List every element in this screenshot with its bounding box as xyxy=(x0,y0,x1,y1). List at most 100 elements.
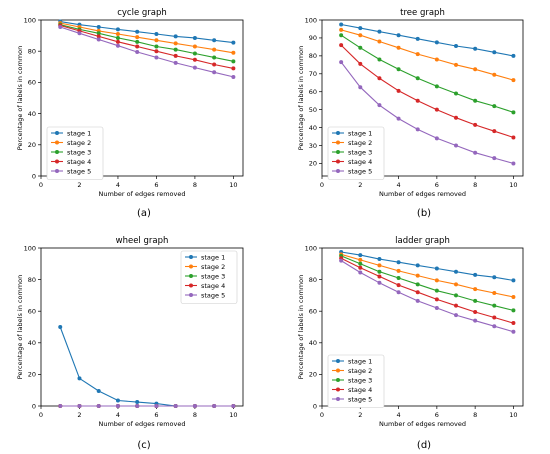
y-tick-label: 100 xyxy=(24,16,36,24)
data-point xyxy=(339,258,344,263)
x-tick-label: 4 xyxy=(116,411,120,419)
data-point xyxy=(135,400,140,405)
x-tick-label: 4 xyxy=(397,181,401,189)
data-point xyxy=(377,39,382,44)
data-point xyxy=(415,36,420,41)
legend-box xyxy=(327,126,385,180)
data-point xyxy=(377,29,382,34)
data-point xyxy=(96,25,101,30)
data-point xyxy=(358,261,363,266)
data-point xyxy=(396,283,401,288)
y-axis-label: Percentage of labels in common xyxy=(16,46,24,150)
data-point xyxy=(231,59,236,64)
data-point xyxy=(415,98,420,103)
data-point xyxy=(115,32,120,37)
legend-swatch-marker xyxy=(189,283,193,288)
data-point xyxy=(473,122,478,127)
data-point xyxy=(358,45,363,50)
legend-label: stage 2 xyxy=(348,367,372,375)
data-point xyxy=(415,76,420,81)
data-point xyxy=(415,290,420,295)
data-point xyxy=(511,135,516,140)
y-axis-label: Percentage of labels in common xyxy=(16,275,24,379)
y-tick-label: 60 xyxy=(309,308,317,316)
data-point xyxy=(358,253,363,258)
legend-label: stage 4 xyxy=(348,158,372,166)
x-tick-label: 0 xyxy=(320,411,324,419)
legend-swatch-marker xyxy=(336,140,340,145)
legend-label: stage 1 xyxy=(201,253,225,261)
data-point xyxy=(358,33,363,38)
data-point xyxy=(358,257,363,262)
series-line-3 xyxy=(60,24,234,62)
data-point xyxy=(415,263,420,268)
x-axis-label: Number of edges removed xyxy=(379,420,466,428)
subfigure-caption: (b) xyxy=(417,208,431,219)
data-point xyxy=(358,61,363,66)
data-point xyxy=(511,161,516,166)
data-point xyxy=(96,37,101,42)
data-point xyxy=(396,290,401,295)
data-point xyxy=(358,265,363,270)
data-point xyxy=(492,104,497,109)
x-tick-label: 2 xyxy=(358,411,362,419)
data-point xyxy=(511,110,516,115)
series-line-2 xyxy=(340,253,514,298)
y-tick-label: 80 xyxy=(28,48,36,56)
legend-label: stage 4 xyxy=(348,386,372,394)
data-point xyxy=(96,388,101,393)
data-point xyxy=(434,288,439,293)
data-point xyxy=(231,50,236,55)
legend-label: stage 5 xyxy=(348,395,372,403)
data-point xyxy=(58,325,63,329)
data-point xyxy=(154,404,159,408)
data-point xyxy=(231,404,236,408)
data-point xyxy=(473,150,478,155)
y-tick-label: 20 xyxy=(28,141,36,149)
legend-swatch-marker xyxy=(55,150,59,154)
data-point xyxy=(115,398,120,403)
data-point xyxy=(434,297,439,302)
data-point xyxy=(492,291,497,296)
data-point xyxy=(511,78,516,83)
series-line-5 xyxy=(340,61,514,164)
data-point xyxy=(358,85,363,90)
subfigure-caption: (c) xyxy=(137,440,150,451)
x-tick-label: 10 xyxy=(509,181,517,189)
x-tick-label: 2 xyxy=(77,411,81,419)
legend-box xyxy=(180,250,238,304)
y-tick-label: 100 xyxy=(24,244,36,252)
legend-swatch-marker xyxy=(55,169,59,173)
data-point xyxy=(415,273,420,278)
data-point xyxy=(192,35,197,40)
legend-label: stage 4 xyxy=(201,282,225,290)
data-point xyxy=(115,27,120,32)
data-point xyxy=(154,32,159,37)
legend-swatch-marker xyxy=(336,378,340,382)
subfigure-caption: (a) xyxy=(137,208,151,219)
data-point xyxy=(135,39,140,44)
y-tick-label: 60 xyxy=(28,79,36,87)
data-point xyxy=(212,62,217,67)
legend-swatch-marker xyxy=(336,159,340,164)
data-point xyxy=(212,55,217,60)
y-tick-label: 90 xyxy=(309,34,317,42)
data-point xyxy=(473,287,478,292)
x-tick-label: 2 xyxy=(77,181,81,189)
legend-swatch-marker xyxy=(189,293,193,297)
data-point xyxy=(377,103,382,108)
data-point xyxy=(154,49,159,54)
legend-swatch-marker xyxy=(336,150,340,154)
data-point xyxy=(96,31,101,36)
data-point xyxy=(434,107,439,112)
series-line-2 xyxy=(340,29,514,81)
x-tick-label: 6 xyxy=(435,411,439,419)
data-point xyxy=(377,274,382,279)
data-point xyxy=(454,303,458,308)
legend-label: stage 2 xyxy=(201,263,225,271)
y-tick-label: 100 xyxy=(305,244,317,252)
legend-swatch-marker xyxy=(189,274,193,278)
